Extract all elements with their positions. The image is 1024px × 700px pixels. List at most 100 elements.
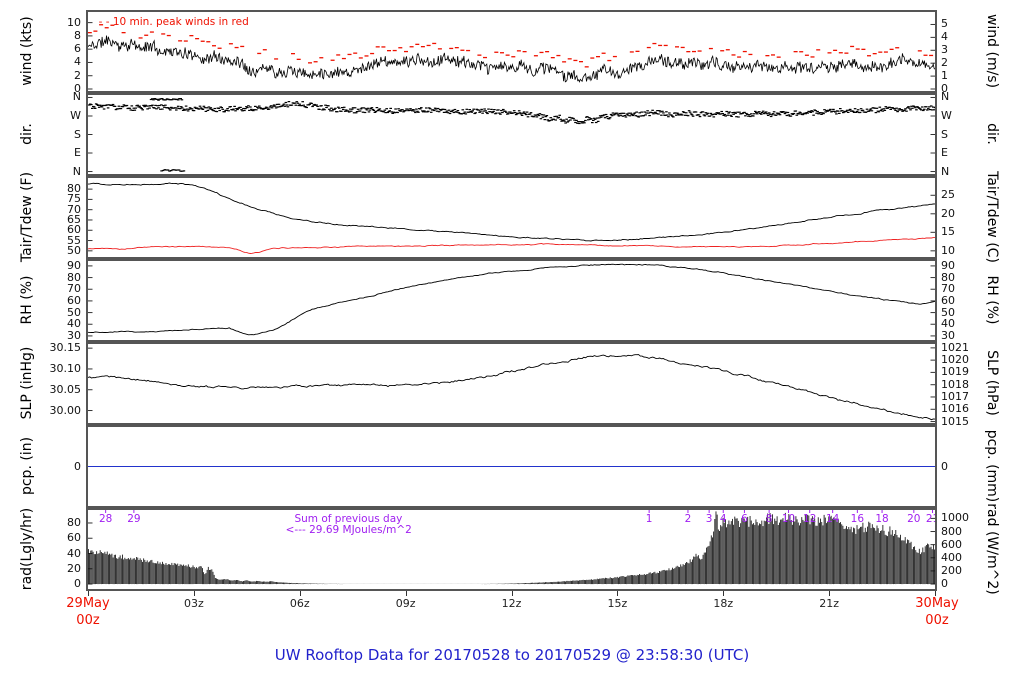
- y-tick-label-left-rh: 50: [67, 305, 81, 319]
- x-tick: [88, 591, 89, 596]
- y-tick-label-right-dir: E: [941, 146, 948, 160]
- end-date-line1: 30May: [915, 596, 959, 611]
- x-tick: [935, 591, 936, 596]
- y-tick-label-left-pcp: 0: [74, 459, 81, 473]
- end-date-line2: 00z: [925, 613, 949, 628]
- panel-slp-canvas: [88, 347, 935, 423]
- panel-dir: [86, 93, 937, 176]
- rad-mjoule-marker: 1: [646, 513, 653, 525]
- rad-mjoule-marker: 21: [926, 513, 935, 525]
- x-tick: [617, 591, 619, 596]
- chart-title: UW Rooftop Data for 20170528 to 20170529…: [274, 646, 750, 664]
- panel-dir-canvas: [88, 96, 935, 173]
- rad-mjoule-marker: 28: [99, 513, 112, 525]
- x-tick: [193, 591, 195, 596]
- x-tick: [829, 591, 831, 596]
- y-tick-label-right-wind: 5: [941, 17, 948, 31]
- y-tick-label-left-wind: 4: [74, 55, 81, 69]
- y-tick-label-right-dir: W: [941, 108, 952, 122]
- y-tick-label-left-dir: W: [70, 108, 81, 122]
- x-tick-label: 21z: [819, 597, 840, 610]
- y-tick-label-left-slp: 30.10: [49, 361, 82, 375]
- y-tick-label-right-wind: 1: [941, 69, 948, 83]
- y-tick-label-right-slp: 1018: [941, 377, 969, 391]
- y-tick-label-right-wind: 0: [941, 82, 948, 95]
- x-tick-label: 12z: [501, 597, 522, 610]
- y-tick-label-right-temp: 25: [941, 188, 955, 202]
- y-tick-label-right-slp: 1020: [941, 353, 969, 367]
- y-tick-label-right-temp: 10: [941, 243, 955, 257]
- y-tick-label-left-dir: N: [72, 90, 81, 104]
- y-tick-label-left-rh: 70: [67, 282, 81, 296]
- panel-rad: 282912346810121416182021Sum of previous …: [86, 508, 937, 591]
- y-tick-label-right-rh: 70: [941, 282, 955, 296]
- rad-mjoule-marker: 4: [720, 513, 727, 525]
- rad-mjoule-marker: 3: [706, 513, 713, 525]
- y-tick-label-right-wind: 3: [941, 43, 948, 57]
- y-tick-label-left-temp: 70: [67, 202, 81, 216]
- panel-wind-canvas: - - 10 min. peak winds in red: [88, 16, 935, 90]
- y-tick-label-left-rad: 20: [67, 561, 81, 575]
- y-tick-label-right-dir: N: [941, 90, 950, 104]
- rad-mjoule-marker: 6: [741, 513, 748, 525]
- panel-temp: [86, 176, 937, 259]
- y-tick-label-left-rad: 40: [67, 546, 81, 560]
- panel-annotation: <--- 29.69 MJoules/m^2: [286, 524, 412, 536]
- y-tick-label-right-rh: 40: [941, 317, 955, 331]
- start-date-line1: 29May: [66, 596, 110, 611]
- y-tick-label-right-rh: 60: [941, 293, 955, 307]
- panel-slp: [86, 342, 937, 425]
- y-tick-label-left-slp: 30.05: [49, 382, 82, 396]
- y-tick-label-left-dir: S: [74, 127, 81, 141]
- panel-rh: [86, 259, 937, 342]
- panel-rad-canvas: 282912346810121416182021Sum of previous …: [88, 510, 935, 585]
- x-tick-label: 09z: [395, 597, 416, 610]
- panel-annotation: - - 10 min. peak winds in red: [99, 16, 249, 28]
- y-tick-label-right-slp: 1021: [941, 340, 969, 354]
- rad-mjoule-marker: 10: [782, 513, 795, 525]
- y-tick-label-right-rh: 90: [941, 258, 955, 272]
- y-tick-label-right-temp: 15: [941, 225, 955, 239]
- y-tick-label-right-rh: 30: [941, 328, 955, 342]
- x-tick: [511, 591, 513, 596]
- y-tick-label-left-rh: 80: [67, 270, 81, 284]
- x-tick-label: 06z: [289, 597, 310, 610]
- y-tick-label-right-rad: 400: [941, 550, 962, 564]
- rad-mjoule-marker: 18: [875, 513, 888, 525]
- y-tick-label-right-rh: 50: [941, 305, 955, 319]
- x-axis-end-date: 30May 00z: [915, 595, 958, 629]
- y-tick-label-left-slp: 30.00: [49, 403, 82, 417]
- y-tick-label-right-slp: 1017: [941, 389, 969, 403]
- y-tick-label-left-rad: 0: [74, 577, 81, 591]
- y-tick-label-left-wind: 2: [74, 68, 81, 82]
- y-tick-label-right-dir: S: [941, 127, 948, 141]
- y-tick-label-left-rh: 60: [67, 293, 81, 307]
- panel-annotation: Sum of previous day: [294, 513, 402, 525]
- x-tick: [405, 591, 407, 596]
- y-tick-label-left-rh: 40: [67, 317, 81, 331]
- rad-mjoule-marker: 12: [803, 513, 816, 525]
- y-tick-label-left-temp: 50: [67, 243, 81, 257]
- y-tick-label-right-dir: N: [941, 164, 950, 178]
- rad-mjoule-marker: 8: [766, 513, 773, 525]
- y-tick-label-right-slp: 1016: [941, 402, 969, 416]
- start-date-line2: 00z: [76, 613, 100, 628]
- panel-pcp: [86, 425, 937, 508]
- rad-mjoule-marker: 16: [851, 513, 865, 525]
- rad-mjoule-marker: 29: [127, 513, 140, 525]
- y-tick-label-left-temp: 65: [67, 212, 81, 226]
- y-tick-label-right-rh: 80: [941, 270, 955, 284]
- y-tick-label-right-rad: 600: [941, 537, 962, 551]
- y-tick-label-right-temp: 20: [941, 206, 955, 220]
- y-tick-label-left-temp: 80: [67, 182, 81, 196]
- y-tick-label-left-wind: 6: [74, 42, 81, 56]
- y-tick-label-left-rh: 90: [67, 258, 81, 272]
- y-tick-label-left-temp: 75: [67, 192, 81, 206]
- y-tick-label-left-temp: 60: [67, 223, 81, 237]
- y-tick-label-left-wind: 10: [67, 15, 81, 29]
- y-tick-label-left-temp: 55: [67, 233, 81, 247]
- y-tick-label-left-rad: 60: [67, 531, 81, 545]
- x-tick-label: 18z: [713, 597, 734, 610]
- panel-temp-canvas: [88, 182, 935, 254]
